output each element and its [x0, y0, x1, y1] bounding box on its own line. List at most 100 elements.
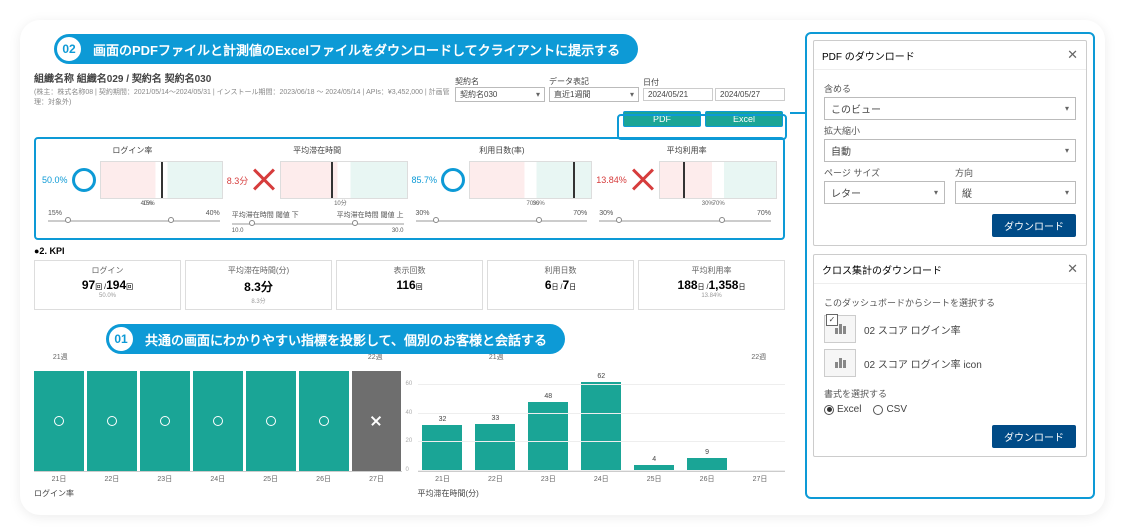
orientation-select[interactable]: 縦 — [955, 181, 1076, 204]
bar: 9 — [682, 449, 732, 471]
sheet-item-1[interactable]: 02 スコア ログイン率 — [824, 315, 1076, 343]
crosstab-panel-close-icon[interactable]: ✕ — [1067, 261, 1078, 277]
threshold-slider-1[interactable]: 平均滞在時間 閾値 下平均滞在時間 閾値 上10.030.0 — [226, 210, 410, 234]
kpi-label: 平均滞在時間(分) — [190, 265, 327, 276]
week-label — [680, 352, 733, 362]
page-title: 組織名称 組織名029 / 契約名 契約名030 — [34, 70, 451, 85]
pdf-panel-close-icon[interactable]: ✕ — [1067, 47, 1078, 63]
bar-value: 33 — [491, 415, 499, 422]
threshold-slider-3[interactable]: 30%70% — [593, 210, 777, 234]
pass-icon — [213, 416, 223, 426]
crosstab-panel-title: クロス集計のダウンロード — [822, 262, 942, 277]
date-filter-label: 日付 — [643, 77, 785, 88]
fail-icon — [371, 416, 381, 426]
kpi-card-3: 利用日数6日 /7日 — [487, 260, 634, 310]
score-title: 平均滞在時間 — [227, 145, 408, 156]
bar-rect — [475, 424, 515, 471]
score-pct: 50.0% — [42, 175, 68, 185]
crosstab-download-panel: クロス集計のダウンロード ✕ このダッシュボードからシートを選択する 02 スコ… — [813, 254, 1087, 457]
bar-rect — [422, 425, 462, 471]
bar — [246, 371, 296, 471]
bar — [352, 371, 402, 471]
pass-icon — [266, 416, 276, 426]
score-item-0: ログイン率50.0%15%40% — [42, 145, 223, 202]
sheet-item-2[interactable]: 02 スコア ログイン率 icon — [824, 349, 1076, 377]
header-row: 組織名称 組織名029 / 契約名 契約名030 (株主：株式名称08 | 契約… — [34, 70, 785, 107]
kpi-card-2: 表示回数116回 — [336, 260, 483, 310]
stay-time-chart: 21週22週 02040603233486249 21日22日23日24日25日… — [418, 352, 786, 499]
pdf-download-panel: PDF のダウンロード ✕ 含める このビュー 拡大縮小 自動 ページ サイズ … — [813, 40, 1087, 246]
pass-icon — [54, 416, 64, 426]
gridline: 20 — [418, 441, 786, 442]
x-label: 25日 — [246, 474, 296, 484]
format-label: 書式を選択する — [824, 387, 1076, 400]
kpi-card-1: 平均滞在時間(分) 8.3分8.3分 — [185, 260, 332, 310]
format-excel-radio[interactable]: Excel — [824, 404, 861, 415]
date-from-input[interactable]: 2024/05/21 — [643, 88, 713, 101]
x-label: 27日 — [735, 474, 785, 484]
sheet-label-2: 02 スコア ログイン率 icon — [864, 356, 982, 371]
bar: 4 — [629, 456, 679, 471]
fail-icon — [631, 168, 655, 192]
x-label: 23日 — [140, 474, 190, 484]
date-to-input[interactable]: 2024/05/27 — [715, 88, 785, 101]
bar — [299, 371, 349, 471]
x-label: 24日 — [193, 474, 243, 484]
gridline: 40 — [418, 413, 786, 414]
pass-icon — [319, 416, 329, 426]
threshold-slider-0[interactable]: 15%40% — [42, 210, 226, 234]
contract-filter-select[interactable]: 契約名030 — [455, 87, 545, 102]
include-select[interactable]: このビュー — [824, 97, 1076, 120]
threshold-slider-2[interactable]: 30%70% — [410, 210, 594, 234]
bar — [140, 371, 190, 471]
week-label — [628, 352, 681, 362]
bar-rect — [581, 382, 621, 471]
score-item-3: 平均利用率13.84%30%70% — [596, 145, 777, 202]
kpi-section-title: ●2. KPI — [34, 246, 785, 256]
score-pct: 13.84% — [596, 175, 627, 185]
fail-icon — [252, 168, 276, 192]
sheet-label-1: 02 スコア ログイン率 — [864, 322, 961, 337]
bar: 48 — [523, 393, 573, 471]
sheet-thumb-1 — [824, 315, 856, 343]
bar — [87, 371, 137, 471]
x-label: 27日 — [352, 474, 402, 484]
callout-02-text: 画面のPDFファイルと計測値のExcelファイルをダウンロードしてクライアントに… — [93, 40, 620, 59]
pass-icon — [441, 168, 465, 192]
score-pct: 8.3分 — [227, 174, 249, 187]
pagesize-label: ページ サイズ — [824, 166, 945, 179]
x-label: 26日 — [682, 474, 732, 484]
kpi-value: 8.3分 — [190, 278, 327, 295]
zoom-select[interactable]: 自動 — [824, 139, 1076, 162]
score-gauge: 30%70% — [469, 161, 592, 199]
score-title: 利用日数(率) — [412, 145, 593, 156]
kpi-value: 97回 /194回 — [39, 278, 176, 292]
score-pct: 85.7% — [412, 175, 438, 185]
login-rate-chart: 21週22週 21日22日23日24日25日26日27日 ログイン率 — [34, 352, 402, 499]
bar — [34, 371, 84, 471]
include-label: 含める — [824, 82, 1076, 95]
page-subtitle: (株主：株式名称08 | 契約期間：2021/05/14〜2024/05/31 … — [34, 87, 451, 107]
pagesize-select[interactable]: レター — [824, 181, 945, 204]
bar: 32 — [418, 416, 468, 471]
contract-filter-label: 契約名 — [455, 76, 545, 87]
bars-icon — [835, 358, 846, 368]
week-label: 21週 — [34, 352, 87, 362]
bar-rect — [87, 371, 137, 471]
x-label: 22日 — [470, 474, 520, 484]
chart2-title: 平均滞在時間(分) — [418, 488, 786, 499]
kpi-label: ログイン — [39, 265, 176, 276]
pdf-panel-title: PDF のダウンロード — [822, 48, 915, 63]
crosstab-download-button[interactable]: ダウンロード — [992, 425, 1076, 448]
bar-rect — [352, 371, 402, 471]
x-label: 21日 — [34, 474, 84, 484]
score-gauge: 10分 — [280, 161, 407, 199]
span-filter-select[interactable]: 直近1週間 — [549, 87, 639, 102]
pdf-download-button[interactable]: ダウンロード — [992, 214, 1076, 237]
kpi-card-4: 平均利用率188日 /1,358日13.84% — [638, 260, 785, 310]
score-panel: ログイン率50.0%15%40% 平均滞在時間 8.3分 10分利用日数(率) 85.7… — [34, 137, 785, 240]
callout-01-num: 01 — [107, 325, 135, 353]
kpi-sub: 8.3分 — [190, 296, 327, 305]
bar-rect — [299, 371, 349, 471]
format-csv-radio[interactable]: CSV — [873, 404, 907, 415]
